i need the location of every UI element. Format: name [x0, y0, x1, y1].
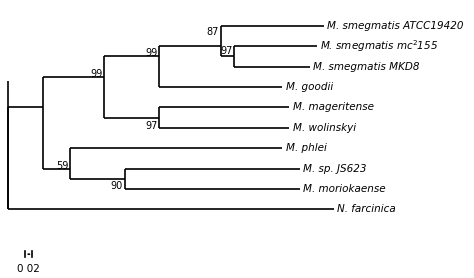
Text: M. moriokaense: M. moriokaense [303, 184, 386, 194]
Text: M. smegmatis ATCC19420: M. smegmatis ATCC19420 [327, 21, 464, 31]
Text: 99: 99 [145, 48, 157, 58]
Text: M. sp. JS623: M. sp. JS623 [303, 163, 366, 173]
Text: M. phlei: M. phlei [286, 143, 327, 153]
Text: 0 02: 0 02 [18, 264, 40, 274]
Text: M. mageritense: M. mageritense [292, 102, 374, 112]
Text: M. wolinskyi: M. wolinskyi [292, 123, 356, 133]
Text: N. farcinica: N. farcinica [337, 204, 396, 214]
Text: 97: 97 [145, 121, 157, 131]
Text: 59: 59 [56, 160, 68, 170]
Text: 90: 90 [111, 181, 123, 191]
Text: 87: 87 [207, 27, 219, 37]
Text: 99: 99 [90, 69, 102, 79]
Text: M. smegmatis MKD8: M. smegmatis MKD8 [313, 62, 420, 72]
Text: M. smegmatis mc$^2$155: M. smegmatis mc$^2$155 [320, 38, 438, 54]
Text: M. goodii: M. goodii [286, 82, 333, 92]
Text: 97: 97 [220, 46, 233, 56]
